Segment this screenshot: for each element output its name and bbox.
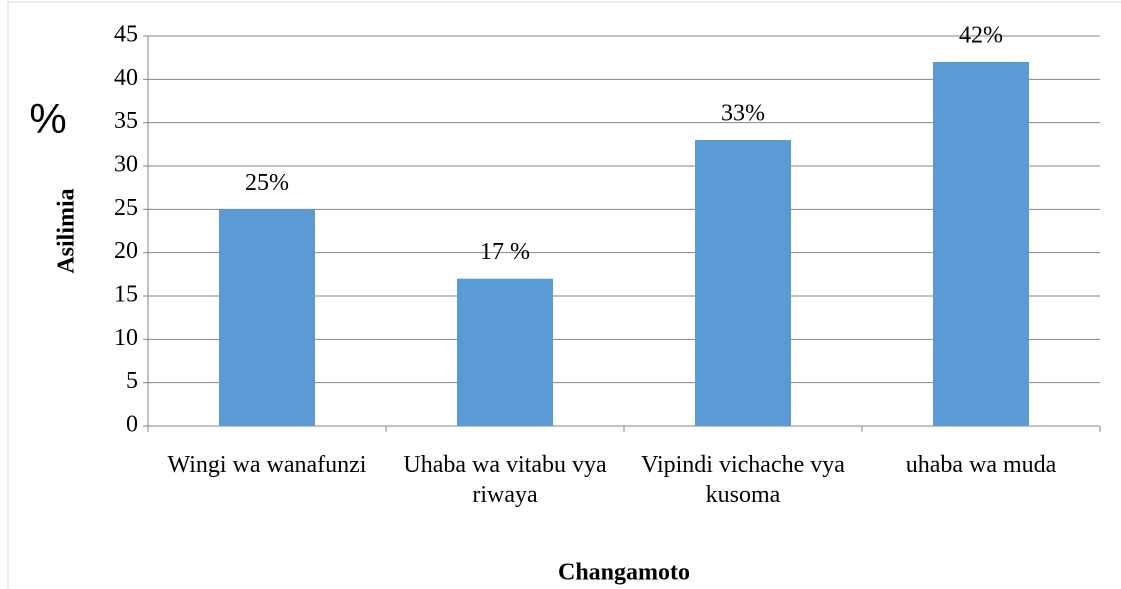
bar [933,62,1029,426]
y-tick-label: 5 [126,368,138,394]
y-tick-label: 25 [114,195,138,221]
y-tick-label: 0 [126,412,138,438]
frame [7,1,1121,589]
x-tick-label: Vipindi vichache vya kusoma [641,452,845,508]
x-axis-label: Changamoto [558,560,690,586]
y-tick-label: 45 [114,22,138,48]
x-tick-label: Uhaba wa vitabu vya riwaya [403,452,607,508]
bar [219,209,315,426]
y-tick-label: 10 [114,325,138,351]
data-label: 25% [245,170,289,196]
bar [695,140,791,426]
x-tick-label: Wingi wa wanafunzi [167,452,367,478]
y-tick-label: 20 [114,238,138,264]
x-tick-label: uhaba wa muda [905,452,1057,478]
data-label: 42% [959,23,1003,49]
y-tick-label: 35 [114,108,138,134]
data-label: 33% [721,101,765,127]
bar [457,278,553,426]
annotation: % [29,95,66,142]
data-label: 17 % [480,239,530,265]
y-tick-label: 40 [114,65,138,91]
y-axis-label: Asilimia [54,188,80,273]
y-tick-label: 15 [114,282,138,308]
y-tick-label: 30 [114,152,138,178]
